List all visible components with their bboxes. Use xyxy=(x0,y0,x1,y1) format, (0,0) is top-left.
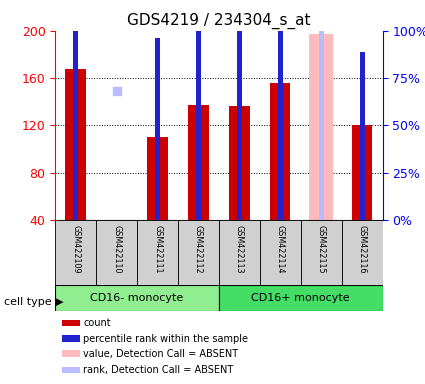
Bar xyxy=(137,220,178,285)
Text: GSM422111: GSM422111 xyxy=(153,225,162,273)
Bar xyxy=(342,220,383,285)
Text: rank, Detection Call = ABSENT: rank, Detection Call = ABSENT xyxy=(83,365,233,375)
Bar xyxy=(147,137,168,220)
Text: CD16+ monocyte: CD16+ monocyte xyxy=(251,293,350,303)
Bar xyxy=(96,220,137,285)
Bar xyxy=(62,367,80,373)
Bar xyxy=(237,6,242,220)
Text: GSM422114: GSM422114 xyxy=(276,225,285,273)
Text: GSM422113: GSM422113 xyxy=(235,225,244,273)
Bar xyxy=(65,68,86,220)
Text: GSM422110: GSM422110 xyxy=(112,225,121,273)
Text: GSM422112: GSM422112 xyxy=(194,225,203,273)
Bar xyxy=(55,285,219,311)
Text: percentile rank within the sample: percentile rank within the sample xyxy=(83,334,248,344)
Bar xyxy=(62,335,80,342)
Bar xyxy=(188,105,209,220)
Text: value, Detection Call = ABSENT: value, Detection Call = ABSENT xyxy=(83,349,238,359)
Text: count: count xyxy=(83,318,110,328)
Bar xyxy=(300,220,342,285)
Bar xyxy=(309,34,333,220)
Bar xyxy=(352,125,372,220)
Text: GSM422109: GSM422109 xyxy=(71,225,80,273)
Bar xyxy=(360,51,365,220)
Bar xyxy=(270,83,290,220)
Bar xyxy=(278,10,283,220)
Bar xyxy=(319,29,323,220)
Text: cell type ▶: cell type ▶ xyxy=(4,297,64,307)
Bar xyxy=(73,0,78,220)
Bar xyxy=(260,220,300,285)
Bar xyxy=(229,106,249,220)
Bar xyxy=(155,38,160,220)
Title: GDS4219 / 234304_s_at: GDS4219 / 234304_s_at xyxy=(127,13,311,29)
Bar xyxy=(55,220,96,285)
Bar xyxy=(196,29,201,220)
Bar xyxy=(219,220,260,285)
Bar xyxy=(219,285,382,311)
Text: CD16- monocyte: CD16- monocyte xyxy=(91,293,184,303)
Bar xyxy=(178,220,219,285)
Bar xyxy=(62,320,80,326)
Text: GSM422116: GSM422116 xyxy=(357,225,366,273)
Text: GSM422115: GSM422115 xyxy=(317,225,326,273)
Bar xyxy=(62,350,80,357)
